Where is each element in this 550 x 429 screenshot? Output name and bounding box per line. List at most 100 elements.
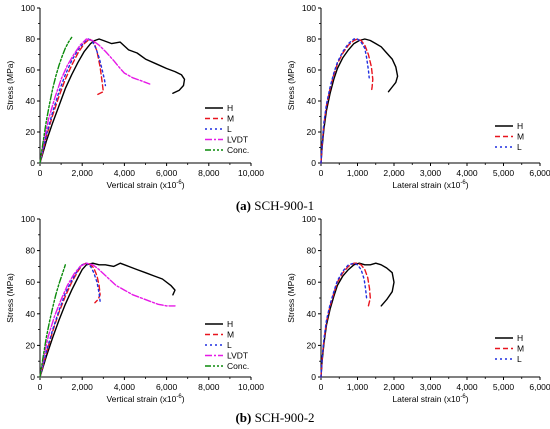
x-tick-label: 6,000 [529, 168, 550, 178]
caption-a-text: SCH-900-1 [250, 198, 315, 213]
y-tick-label: 0 [311, 372, 316, 382]
x-axis-label: Vertical strain (x10-6) [106, 394, 184, 404]
legend-label-m: M [517, 344, 524, 354]
x-axis-label-end: ) [182, 394, 185, 404]
y-tick-label: 0 [311, 158, 316, 168]
x-axis-label-exponent: -6 [176, 394, 182, 400]
y-tick-label: 100 [21, 214, 35, 224]
x-tick-label: 2,000 [383, 168, 405, 178]
caption-b: (b) SCH-900-2 [0, 410, 550, 426]
legend-label-conc: Conc. [227, 361, 249, 371]
legend-label-lvdt: LVDT [227, 351, 248, 361]
series-line-l [320, 38, 370, 164]
legend: HML [495, 121, 524, 152]
y-tick-label: 100 [21, 3, 35, 13]
x-axis-label: Lateral strain (x10-6) [392, 394, 468, 404]
x-tick-label: 5,000 [493, 168, 515, 178]
legend-label-l: L [227, 124, 232, 134]
caption-b-text: SCH-900-2 [251, 410, 315, 425]
x-tick-label: 2,000 [383, 382, 405, 392]
legend-label-conc: Conc. [227, 145, 249, 155]
x-tick-label: 8,000 [198, 382, 220, 392]
x-axis-label-exponent: -6 [176, 180, 182, 186]
legend-label-l: L [517, 354, 522, 364]
legend-label-h: H [517, 333, 523, 343]
x-axis-label: Vertical strain (x10-6) [106, 180, 184, 190]
y-tick-label: 20 [26, 340, 36, 350]
x-axis-label-exponent: -6 [460, 180, 466, 186]
x-tick-label: 0 [319, 168, 324, 178]
caption-b-tag: (b) [235, 410, 252, 425]
legend-label-lvdt: LVDT [227, 135, 248, 145]
series-line-l [320, 262, 368, 378]
y-tick-label: 20 [307, 340, 317, 350]
x-tick-label: 10,000 [238, 168, 264, 178]
caption-a: (a) SCH-900-1 [0, 198, 550, 214]
y-axis-label: Stress (MPa) [286, 273, 296, 323]
y-tick-label: 80 [26, 246, 36, 256]
series-line-m [320, 262, 371, 378]
x-tick-label: 6,000 [156, 168, 178, 178]
x-tick-label: 4,000 [114, 168, 136, 178]
legend-label-m: M [517, 132, 524, 142]
series-line-m [39, 38, 105, 164]
y-tick-label: 40 [307, 309, 317, 319]
y-tick-label: 0 [30, 372, 35, 382]
x-axis-label-exponent: -6 [460, 394, 466, 400]
x-tick-label: 0 [38, 382, 43, 392]
y-tick-label: 80 [307, 34, 317, 44]
series-line-conc [39, 264, 67, 378]
x-tick-label: 2,000 [72, 382, 94, 392]
x-tick-label: 2,000 [72, 168, 94, 178]
chart-panel-3: 0 2,000 4,000 6,000 8,000 10,000 0 20 40 60 80 100 V… [5, 214, 264, 404]
y-axis-label: Stress (MPa) [5, 273, 15, 323]
x-axis-label: Lateral strain (x10-6) [392, 180, 468, 190]
x-axis-label-end: ) [182, 180, 185, 190]
x-tick-label: 4,000 [456, 382, 478, 392]
x-axis-label-end: ) [466, 394, 469, 404]
x-tick-label: 0 [38, 168, 43, 178]
legend-label-h: H [227, 103, 233, 113]
y-tick-label: 40 [26, 96, 36, 106]
series-line-h [320, 38, 399, 164]
series-line-m [320, 38, 374, 164]
y-tick-label: 100 [302, 214, 316, 224]
x-axis-label-main: Vertical strain (x10 [106, 394, 176, 404]
x-tick-label: 0 [319, 382, 324, 392]
x-tick-label: 4,000 [114, 382, 136, 392]
y-axis-label: Stress (MPa) [286, 61, 296, 111]
x-axis-label-main: Vertical strain (x10 [106, 180, 176, 190]
chart-panel-2: 0 1,000 2,000 3,000 4,000 5,000 6,000 0 20 40 60 80… [286, 3, 550, 190]
x-tick-label: 10,000 [238, 382, 264, 392]
series-line-h [39, 262, 176, 378]
x-tick-label: 3,000 [420, 382, 442, 392]
legend-label-m: M [227, 114, 234, 124]
x-tick-label: 6,000 [529, 382, 550, 392]
y-tick-label: 40 [307, 96, 317, 106]
x-tick-label: 1,000 [347, 168, 369, 178]
caption-a-tag: (a) [235, 198, 251, 213]
series-line-h [320, 262, 395, 378]
y-tick-label: 60 [26, 65, 36, 75]
legend-label-m: M [227, 330, 234, 340]
x-tick-label: 1,000 [347, 382, 369, 392]
x-tick-label: 8,000 [198, 168, 220, 178]
y-tick-label: 60 [307, 65, 317, 75]
series-line-conc [39, 36, 73, 164]
y-tick-label: 100 [302, 3, 316, 13]
x-tick-label: 5,000 [493, 382, 515, 392]
y-tick-label: 20 [307, 127, 317, 137]
x-axis-label-main: Lateral strain (x10 [392, 394, 460, 404]
chart-panel-4: 0 1,000 2,000 3,000 4,000 5,000 6,000 0 20 40 60 80… [286, 214, 550, 404]
y-tick-label: 40 [26, 309, 36, 319]
legend-label-l: L [517, 142, 522, 152]
series-line-lvdt [39, 38, 151, 164]
legend-label-h: H [517, 121, 523, 131]
legend-label-l: L [227, 340, 232, 350]
x-tick-label: 3,000 [420, 168, 442, 178]
legend: HML [495, 333, 524, 364]
y-tick-label: 20 [26, 127, 36, 137]
